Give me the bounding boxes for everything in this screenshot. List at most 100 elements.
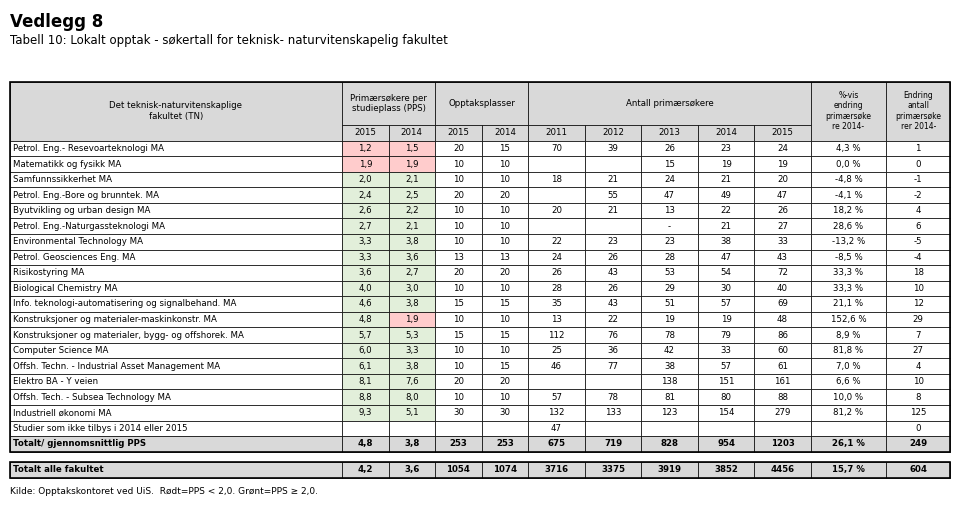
Text: 24: 24: [777, 144, 788, 153]
Text: 23: 23: [721, 144, 732, 153]
Text: 4,3 %: 4,3 %: [836, 144, 861, 153]
Text: 10: 10: [453, 160, 464, 169]
Text: 249: 249: [909, 440, 927, 448]
Text: 2011: 2011: [545, 128, 567, 138]
Text: 47: 47: [721, 253, 732, 262]
Text: Risikostyring MA: Risikostyring MA: [13, 268, 84, 277]
Text: 8: 8: [916, 393, 921, 402]
Text: 2,4: 2,4: [358, 191, 372, 200]
Text: 154: 154: [718, 408, 734, 417]
Text: 1203: 1203: [771, 440, 795, 448]
Text: 20: 20: [499, 268, 511, 277]
Text: -5: -5: [914, 237, 923, 246]
Text: 1,9: 1,9: [405, 315, 419, 324]
Text: 8,0: 8,0: [405, 393, 419, 402]
Text: 3,0: 3,0: [405, 284, 419, 293]
Text: 3,8: 3,8: [405, 237, 419, 246]
Text: 3,8: 3,8: [405, 362, 419, 370]
Text: 61: 61: [777, 362, 788, 370]
Text: 8,9 %: 8,9 %: [836, 330, 861, 339]
Text: 2014: 2014: [494, 128, 516, 138]
Text: 69: 69: [777, 299, 788, 308]
Text: Environmental Technology MA: Environmental Technology MA: [13, 237, 143, 246]
Text: 2015: 2015: [447, 128, 469, 138]
Text: 0: 0: [916, 424, 921, 433]
Text: 2,7: 2,7: [358, 222, 372, 231]
Text: 1,9: 1,9: [405, 160, 419, 169]
Text: 7: 7: [916, 330, 921, 339]
Text: 76: 76: [608, 330, 618, 339]
Text: 2,1: 2,1: [405, 175, 419, 184]
Text: 12: 12: [913, 299, 924, 308]
Text: 13: 13: [664, 206, 675, 215]
Text: 35: 35: [551, 299, 562, 308]
Text: 4,8: 4,8: [358, 315, 372, 324]
Text: 1,2: 1,2: [358, 144, 372, 153]
Text: 27: 27: [777, 222, 788, 231]
Text: Konstruksjoner og materialer, bygg- og offshorek. MA: Konstruksjoner og materialer, bygg- og o…: [13, 330, 244, 339]
Text: 5,3: 5,3: [405, 330, 419, 339]
Text: 38: 38: [664, 362, 675, 370]
Text: -4,8 %: -4,8 %: [834, 175, 862, 184]
Text: 20: 20: [499, 191, 511, 200]
Text: 125: 125: [910, 408, 926, 417]
Text: Offsh. Tech. - Subsea Technology MA: Offsh. Tech. - Subsea Technology MA: [13, 393, 171, 402]
Text: 29: 29: [664, 284, 675, 293]
Text: 20: 20: [453, 377, 464, 386]
Text: 6,6 %: 6,6 %: [836, 377, 861, 386]
Text: 3,8: 3,8: [405, 299, 419, 308]
Text: 10: 10: [499, 160, 511, 169]
Text: 10: 10: [453, 393, 464, 402]
Text: Studier som ikke tilbys i 2014 eller 2015: Studier som ikke tilbys i 2014 eller 201…: [13, 424, 188, 433]
Text: 10: 10: [453, 284, 464, 293]
Text: 26,1 %: 26,1 %: [832, 440, 865, 448]
Text: 24: 24: [551, 253, 562, 262]
Text: 33: 33: [777, 237, 788, 246]
Text: -4,1 %: -4,1 %: [834, 191, 862, 200]
Text: Petrol. Eng.-Naturgassteknologi MA: Petrol. Eng.-Naturgassteknologi MA: [13, 222, 165, 231]
Text: 33,3 %: 33,3 %: [833, 268, 863, 277]
Text: 26: 26: [608, 284, 618, 293]
Text: 2,5: 2,5: [405, 191, 419, 200]
Text: 39: 39: [608, 144, 618, 153]
Text: 23: 23: [608, 237, 618, 246]
Text: 828: 828: [660, 440, 679, 448]
Text: 57: 57: [721, 299, 732, 308]
Text: 30: 30: [721, 284, 732, 293]
Text: 26: 26: [608, 253, 618, 262]
Text: 27: 27: [913, 346, 924, 355]
Text: 21,1 %: 21,1 %: [833, 299, 863, 308]
Text: 10: 10: [499, 206, 511, 215]
Text: 3716: 3716: [544, 465, 568, 474]
Text: 10: 10: [499, 315, 511, 324]
Text: -2: -2: [914, 191, 923, 200]
Text: Primærsøkere per
studieplass (PPS): Primærsøkere per studieplass (PPS): [350, 94, 427, 113]
Text: 19: 19: [721, 160, 732, 169]
Text: 3,3: 3,3: [358, 253, 372, 262]
Text: 70: 70: [551, 144, 562, 153]
Text: Antall primærsøkere: Antall primærsøkere: [626, 99, 713, 108]
Text: 2012: 2012: [602, 128, 624, 138]
Text: Offsh. Techn. - Industrial Asset Management MA: Offsh. Techn. - Industrial Asset Managem…: [13, 362, 221, 370]
Text: 132: 132: [548, 408, 564, 417]
Text: 10: 10: [453, 346, 464, 355]
Text: 3375: 3375: [601, 465, 625, 474]
Text: 15: 15: [664, 160, 675, 169]
Text: 24: 24: [664, 175, 675, 184]
Text: 675: 675: [547, 440, 565, 448]
Text: 3,6: 3,6: [405, 253, 419, 262]
Text: Computer Science MA: Computer Science MA: [13, 346, 108, 355]
Text: 36: 36: [608, 346, 618, 355]
Text: 152,6 %: 152,6 %: [830, 315, 866, 324]
Text: 138: 138: [661, 377, 678, 386]
Text: 19: 19: [664, 315, 675, 324]
Text: 8,1: 8,1: [358, 377, 372, 386]
Text: 5,7: 5,7: [358, 330, 372, 339]
Text: Petrol. Eng.- Resevoarteknologi MA: Petrol. Eng.- Resevoarteknologi MA: [13, 144, 164, 153]
Text: 10: 10: [499, 237, 511, 246]
Text: 4: 4: [916, 206, 921, 215]
Text: 2,2: 2,2: [405, 206, 419, 215]
Text: 55: 55: [608, 191, 618, 200]
Text: 133: 133: [605, 408, 621, 417]
Text: Matematikk og fysikk MA: Matematikk og fysikk MA: [13, 160, 122, 169]
